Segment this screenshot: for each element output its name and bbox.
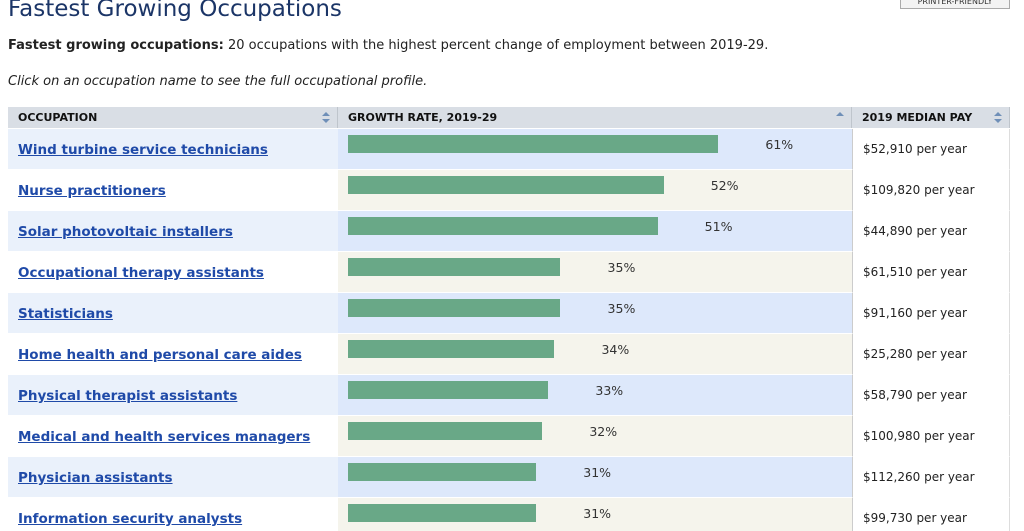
- column-label: GROWTH RATE, 2019-29: [348, 111, 498, 124]
- growth-cell: 33%: [338, 375, 852, 416]
- occupation-cell: Nurse practitioners: [8, 170, 338, 211]
- growth-bar: [348, 340, 555, 358]
- column-label: OCCUPATION: [18, 111, 98, 124]
- growth-bar: [348, 299, 561, 317]
- growth-bar: [348, 135, 719, 153]
- occupation-link[interactable]: Solar photovoltaic installers: [18, 224, 233, 240]
- growth-cell: 51%: [338, 211, 852, 252]
- intro-text: 20 occupations with the highest percent …: [227, 38, 769, 53]
- growth-label: 35%: [607, 260, 636, 275]
- occupation-link[interactable]: Physical therapist assistants: [18, 388, 238, 404]
- occupation-cell: Information security analysts: [8, 498, 338, 531]
- growth-label: 33%: [595, 383, 624, 398]
- growth-cell: 31%: [338, 498, 852, 531]
- growth-label: 34%: [601, 342, 630, 357]
- growth-label: 31%: [583, 465, 612, 480]
- intro-label: Fastest growing occupations:: [8, 38, 224, 53]
- growth-bar: [348, 463, 537, 481]
- growth-cell: 35%: [338, 293, 852, 334]
- growth-cell: 32%: [338, 416, 852, 457]
- pay-cell: $99,730 per year: [852, 498, 1010, 531]
- occupation-cell: Medical and health services managers: [8, 416, 338, 457]
- occupation-cell: Solar photovoltaic installers: [8, 211, 338, 252]
- column-header[interactable]: OCCUPATION: [8, 107, 338, 128]
- growth-cell: 61%: [338, 129, 852, 170]
- growth-label: 32%: [589, 424, 618, 439]
- growth-bar: [348, 258, 561, 276]
- pay-cell: $52,910 per year: [852, 129, 1010, 170]
- page-title: Fastest Growing Occupations: [8, 0, 342, 22]
- occupation-cell: Occupational therapy assistants: [8, 252, 338, 293]
- growth-bar: [348, 504, 537, 522]
- growth-bar: [348, 422, 543, 440]
- occupation-cell: Home health and personal care aides: [8, 334, 338, 375]
- sort-icon: [836, 112, 844, 116]
- pay-cell: $61,510 per year: [852, 252, 1010, 293]
- occupation-link[interactable]: Physician assistants: [18, 470, 173, 486]
- growth-cell: 52%: [338, 170, 852, 211]
- growth-bar: [348, 381, 549, 399]
- column-label: 2019 MEDIAN PAY: [862, 111, 973, 124]
- pay-cell: $91,160 per year: [852, 293, 1010, 334]
- column-header[interactable]: GROWTH RATE, 2019-29: [338, 107, 852, 128]
- intro: Fastest growing occupations: 20 occupati…: [8, 38, 768, 53]
- occupation-cell: Statisticians: [8, 293, 338, 334]
- growth-label: 52%: [710, 178, 739, 193]
- pay-cell: $112,260 per year: [852, 457, 1010, 498]
- occupation-link[interactable]: Statisticians: [18, 306, 113, 322]
- occupation-link[interactable]: Medical and health services managers: [18, 429, 311, 445]
- pay-cell: $44,890 per year: [852, 211, 1010, 252]
- occupation-cell: Physical therapist assistants: [8, 375, 338, 416]
- growth-bar: [348, 217, 658, 235]
- column-header[interactable]: 2019 MEDIAN PAY: [852, 107, 1010, 128]
- sort-icon: [322, 112, 330, 123]
- pay-cell: $109,820 per year: [852, 170, 1010, 211]
- pay-cell: $58,790 per year: [852, 375, 1010, 416]
- occupation-link[interactable]: Wind turbine service technicians: [18, 142, 268, 158]
- growth-label: 51%: [704, 219, 733, 234]
- occupation-cell: Physician assistants: [8, 457, 338, 498]
- pay-cell: $100,980 per year: [852, 416, 1010, 457]
- occupation-link[interactable]: Information security analysts: [18, 511, 243, 527]
- occupation-link[interactable]: Home health and personal care aides: [18, 347, 302, 363]
- growth-cell: 35%: [338, 252, 852, 293]
- growth-cell: 31%: [338, 457, 852, 498]
- occupation-link[interactable]: Occupational therapy assistants: [18, 265, 264, 281]
- growth-bar: [348, 176, 664, 194]
- growth-label: 61%: [765, 137, 794, 152]
- pay-cell: $25,280 per year: [852, 334, 1010, 375]
- growth-cell: 34%: [338, 334, 852, 375]
- sort-icon: [994, 112, 1002, 123]
- growth-label: 31%: [583, 506, 612, 521]
- growth-label: 35%: [607, 301, 636, 316]
- occupation-cell: Wind turbine service technicians: [8, 129, 338, 170]
- instruction: Click on an occupation name to see the f…: [8, 74, 428, 89]
- printer-friendly-button[interactable]: PRINTER-FRIENDLY: [900, 0, 1010, 9]
- occupation-link[interactable]: Nurse practitioners: [18, 183, 166, 199]
